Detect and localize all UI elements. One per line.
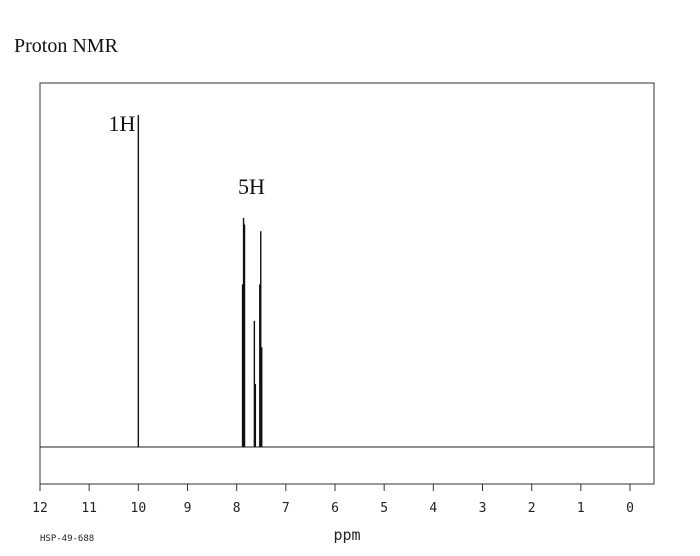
x-tick-label-4: 4: [429, 501, 437, 516]
x-tick-label-5: 5: [380, 501, 388, 516]
x-tick-label-0: 0: [626, 501, 634, 516]
annotation-0: 1H: [108, 111, 135, 136]
chart-title: Proton NMR: [14, 35, 119, 57]
x-tick-label-9: 9: [184, 501, 192, 516]
x-tick-label-8: 8: [233, 501, 241, 516]
annotations: 1H 5H: [108, 111, 265, 199]
spectrum-peaks: [137, 115, 263, 447]
annotation-1: 5H: [238, 174, 265, 199]
x-axis-ticks: 12 11 10 9 8 7 6 5 4 3 2 1 0: [32, 484, 634, 516]
x-tick-label-3: 3: [479, 501, 487, 516]
x-tick-label-10: 10: [131, 501, 147, 516]
x-axis-label: ppm: [333, 526, 360, 544]
x-tick-label-1: 1: [577, 501, 585, 516]
x-tick-label-12: 12: [32, 501, 48, 516]
plot-frame: [39, 82, 655, 485]
x-tick-label-2: 2: [528, 501, 536, 516]
x-tick-label-7: 7: [282, 501, 290, 516]
x-tick-label-6: 6: [331, 501, 339, 516]
spectrum-code: HSP-49-688: [40, 534, 94, 544]
x-tick-label-11: 11: [81, 501, 97, 516]
